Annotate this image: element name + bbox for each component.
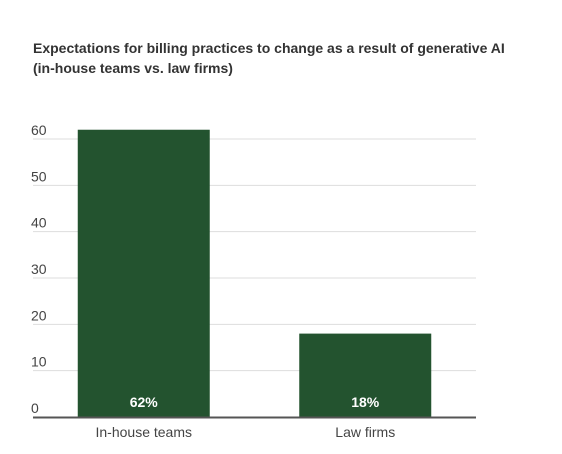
- y-tick-label: 0: [31, 400, 39, 416]
- y-tick-label: 60: [31, 122, 47, 138]
- chart-title-line2: (in-house teams vs. law firms): [33, 60, 233, 76]
- data-label: 18%: [351, 394, 380, 410]
- bar-1: [299, 333, 432, 417]
- bar-0: [77, 129, 210, 417]
- chart-title: Expectations for billing practices to ch…: [33, 38, 553, 78]
- y-tick-label: 10: [31, 354, 47, 370]
- y-tick-label: 30: [31, 261, 47, 277]
- x-tick-label: In-house teams: [96, 424, 193, 440]
- y-axis-ticks: 0 10 20 30 40 50 60: [31, 122, 47, 416]
- chart-title-line1: Expectations for billing practices to ch…: [33, 40, 505, 56]
- x-axis-labels: In-house teams Law firms: [96, 424, 396, 440]
- y-tick-label: 20: [31, 307, 47, 323]
- bars: 62% 18%: [77, 129, 432, 417]
- y-tick-label: 40: [31, 215, 47, 231]
- x-tick-label: Law firms: [335, 424, 395, 440]
- y-tick-label: 50: [31, 168, 47, 184]
- data-label: 62%: [130, 394, 159, 410]
